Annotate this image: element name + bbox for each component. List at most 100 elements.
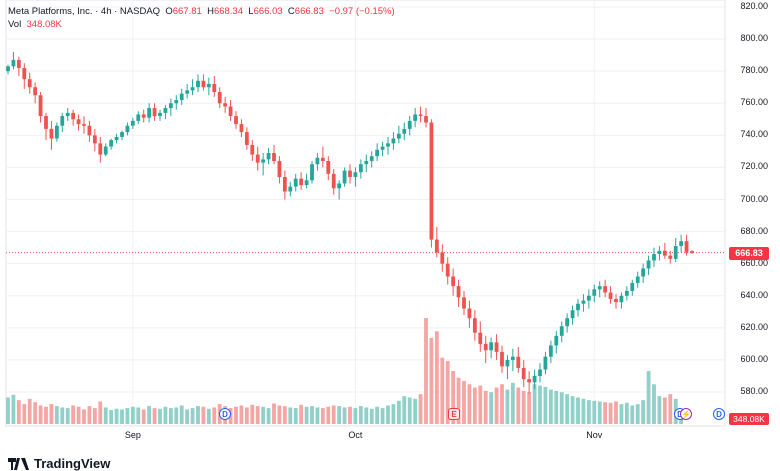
volume-bar bbox=[201, 406, 206, 424]
candle-body bbox=[190, 87, 195, 91]
volume-bar bbox=[147, 406, 152, 424]
candle-body bbox=[331, 173, 336, 189]
candle-body bbox=[152, 108, 157, 117]
volume-bar bbox=[603, 402, 608, 424]
candle-body bbox=[16, 59, 21, 68]
candle-body bbox=[467, 308, 472, 319]
volume-bar bbox=[500, 384, 504, 424]
change-value: −0.97 (−0.15%) bbox=[329, 6, 395, 17]
tradingview-logo[interactable]: TradingView bbox=[8, 456, 110, 471]
candle-body bbox=[299, 178, 304, 186]
plot-area bbox=[5, 0, 726, 427]
candle-body bbox=[489, 342, 494, 351]
dividend-marker-upcoming[interactable]: D bbox=[713, 408, 725, 420]
high-label: H bbox=[207, 6, 214, 17]
price-tick-label: 600.00 bbox=[740, 353, 768, 364]
split-lightning-icon[interactable]: ⚡ bbox=[680, 408, 692, 420]
candle-body bbox=[646, 260, 651, 269]
date-tick-label: Sep bbox=[124, 430, 141, 440]
volume-label: Vol bbox=[8, 19, 22, 30]
candle-body bbox=[396, 133, 401, 139]
volume-bar bbox=[244, 407, 249, 424]
candle-body bbox=[413, 114, 418, 121]
volume-bar bbox=[174, 407, 179, 424]
volume-bar bbox=[619, 404, 624, 424]
candle-body bbox=[92, 135, 97, 144]
candle-body bbox=[315, 157, 320, 165]
candle-body bbox=[548, 345, 553, 357]
candle-body bbox=[673, 246, 678, 259]
volume-bar bbox=[630, 405, 635, 424]
candle-body bbox=[6, 66, 10, 72]
candle-body bbox=[510, 356, 515, 360]
price-tick-label: 680.00 bbox=[740, 225, 768, 236]
volume-bar bbox=[54, 406, 59, 424]
candle-body bbox=[288, 186, 293, 192]
last-volume-tag: 348.08K bbox=[729, 413, 769, 425]
volume-bar bbox=[185, 409, 190, 424]
volume-bar bbox=[212, 407, 217, 424]
volume-bar bbox=[293, 408, 298, 424]
candle-body bbox=[206, 84, 211, 88]
candle-body bbox=[527, 379, 532, 383]
volume-bar bbox=[326, 406, 331, 424]
candle-body bbox=[375, 149, 380, 157]
brand-name: TradingView bbox=[34, 456, 111, 471]
volume-bar bbox=[114, 408, 119, 424]
candle-body bbox=[494, 342, 499, 352]
volume-bar bbox=[6, 397, 10, 424]
volume-bar bbox=[76, 406, 81, 424]
volume-bar bbox=[87, 406, 92, 424]
candle-body bbox=[163, 108, 168, 113]
volume-bar bbox=[548, 389, 553, 424]
volume-bar bbox=[646, 371, 651, 424]
candle-body bbox=[326, 161, 331, 174]
volume-bar bbox=[282, 406, 287, 424]
candle-body bbox=[185, 90, 190, 94]
price-tick-label: 700.00 bbox=[740, 193, 768, 204]
candle-body bbox=[125, 125, 130, 133]
earnings-marker[interactable]: E bbox=[448, 408, 460, 420]
candle-body bbox=[320, 157, 325, 161]
volume-bar bbox=[440, 357, 445, 424]
candle-body bbox=[223, 103, 228, 107]
volume-bar bbox=[277, 405, 282, 424]
dividend-marker[interactable]: D bbox=[219, 408, 231, 420]
candle-body bbox=[538, 369, 542, 376]
candle-body bbox=[348, 170, 352, 178]
candle-body bbox=[445, 263, 450, 277]
volume-bar bbox=[434, 331, 439, 424]
candle-body bbox=[483, 343, 488, 351]
candle-body bbox=[597, 286, 602, 290]
volume-bar bbox=[152, 408, 157, 424]
volume-bar bbox=[668, 394, 673, 424]
candle-body bbox=[652, 254, 656, 261]
candle-body bbox=[630, 282, 635, 291]
candle-body bbox=[239, 124, 244, 133]
volume-bar bbox=[418, 394, 423, 424]
candle-body bbox=[369, 156, 374, 161]
candle-body bbox=[679, 241, 684, 247]
candle-body bbox=[478, 332, 483, 344]
candle-body bbox=[277, 161, 282, 178]
candle-body bbox=[201, 80, 206, 88]
volume-bar bbox=[196, 406, 200, 424]
symbol-title[interactable]: Meta Platforms, Inc. · 4h · NASDAQ bbox=[8, 6, 161, 17]
candle-body bbox=[196, 80, 200, 88]
low-label: L bbox=[248, 6, 254, 17]
volume-bar bbox=[429, 337, 434, 424]
candle-body bbox=[472, 318, 477, 333]
volume-bar bbox=[662, 397, 667, 424]
candle-body bbox=[342, 170, 347, 184]
volume-bar bbox=[342, 407, 347, 424]
volume-bar bbox=[310, 406, 314, 424]
volume-bar bbox=[130, 406, 135, 424]
candle-body bbox=[250, 144, 255, 155]
volume-bar bbox=[451, 371, 456, 424]
date-tick-label: Nov bbox=[586, 430, 603, 440]
volume-bar bbox=[586, 400, 591, 424]
volume-bar bbox=[239, 405, 244, 424]
volume-bar bbox=[521, 390, 526, 424]
